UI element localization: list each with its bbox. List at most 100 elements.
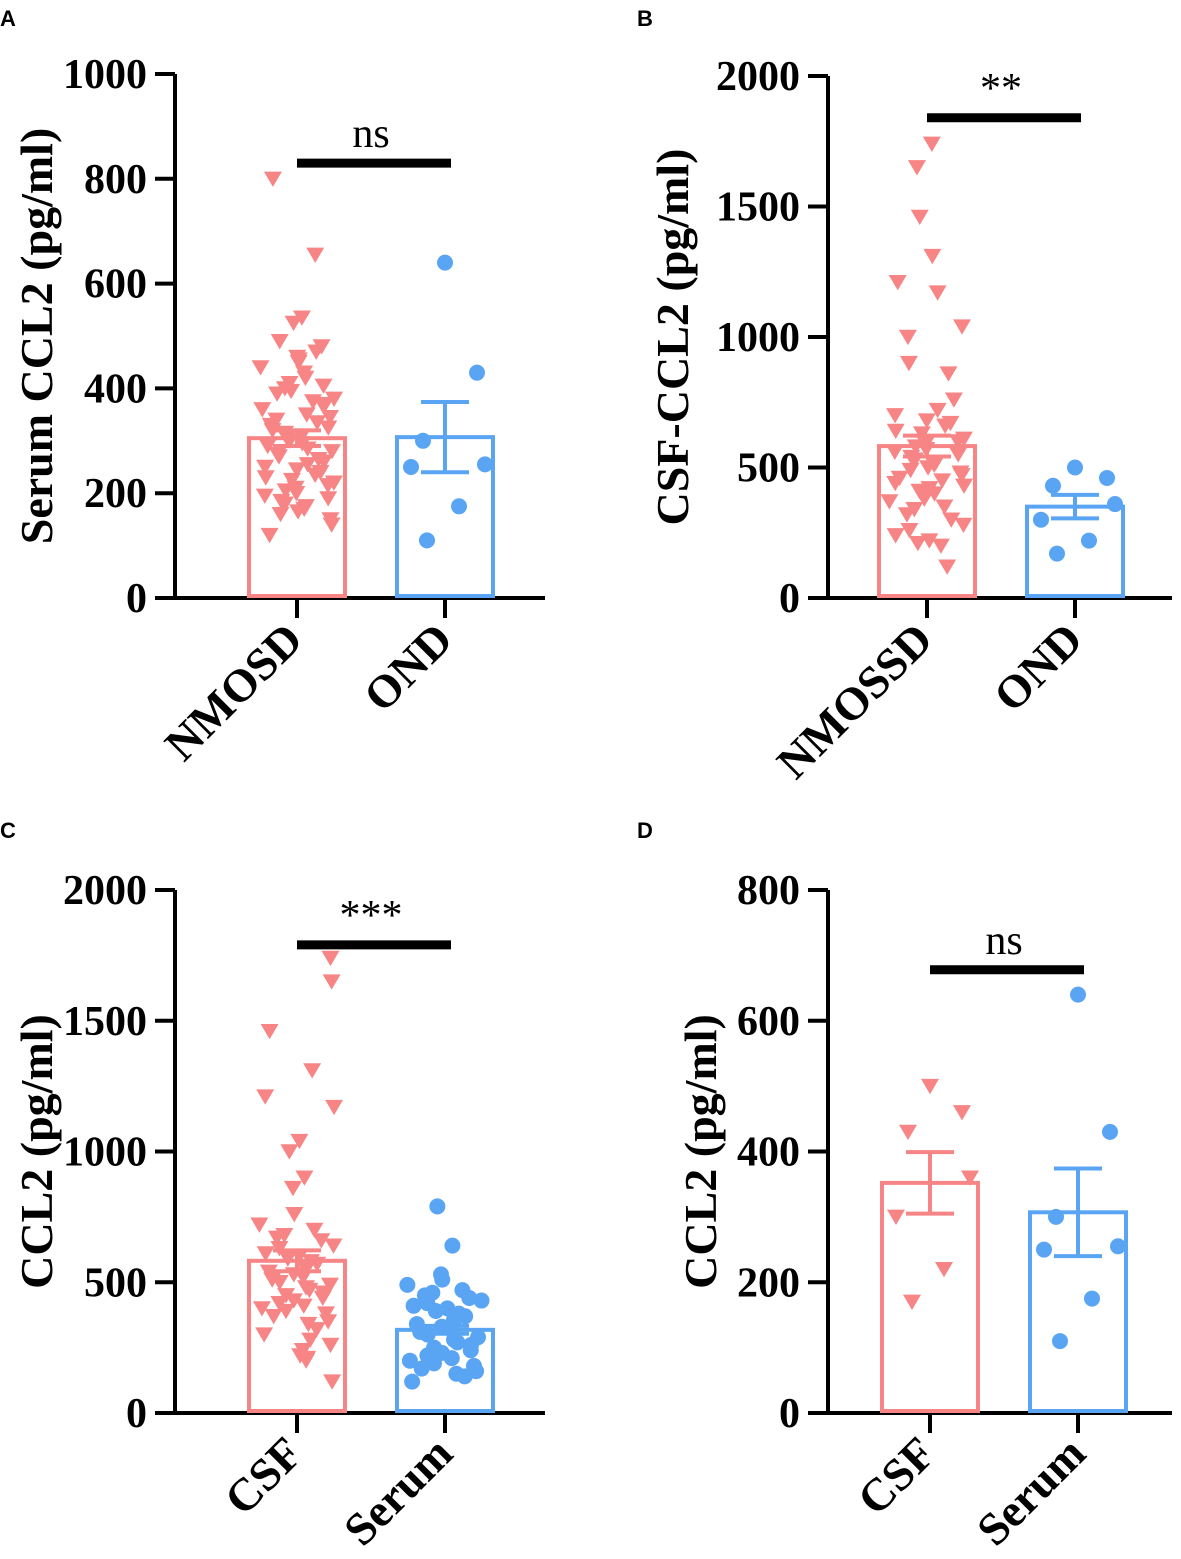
y-axis-label: Serum CCL2 (pg/ml) xyxy=(11,128,62,545)
data-point xyxy=(270,1275,289,1291)
data-point xyxy=(919,460,938,476)
data-point xyxy=(404,1373,421,1390)
data-point xyxy=(901,462,920,479)
data-point xyxy=(954,517,973,534)
data-point xyxy=(921,1078,939,1095)
data-point xyxy=(903,1294,921,1310)
data-point xyxy=(910,209,929,226)
data-point xyxy=(923,248,942,265)
y-tick-label: 800 xyxy=(84,157,147,203)
data-point xyxy=(282,472,301,489)
category-label-nmosd: NMOSD xyxy=(155,613,312,770)
data-point xyxy=(917,413,936,429)
data-point xyxy=(456,1368,473,1385)
data-point xyxy=(1084,1290,1100,1307)
data-point xyxy=(322,974,341,990)
category-label-nmossd: NMOSSD xyxy=(767,613,942,788)
data-point xyxy=(313,1290,332,1307)
data-point xyxy=(886,475,905,492)
data-point xyxy=(900,522,919,539)
data-point xyxy=(319,1314,338,1330)
category-label-ond: OND xyxy=(984,613,1092,721)
data-point xyxy=(259,1264,278,1280)
y-axis-label: CSF-CCL2 (pg/ml) xyxy=(647,149,698,526)
data-point xyxy=(922,136,941,152)
y-tick-label: 0 xyxy=(126,576,147,622)
data-point xyxy=(886,423,905,440)
panel-letter: D xyxy=(637,818,653,843)
data-point xyxy=(299,1316,318,1333)
data-point xyxy=(953,319,972,335)
panel-letter: C xyxy=(0,818,16,843)
data-point xyxy=(944,392,963,408)
data-point xyxy=(297,407,316,423)
category-label-ond: OND xyxy=(354,613,462,721)
y-tick-label: 0 xyxy=(779,1391,800,1437)
data-point xyxy=(1102,1123,1118,1140)
data-point xyxy=(298,457,317,473)
data-point xyxy=(263,171,282,187)
data-point xyxy=(316,1306,335,1322)
category-label-serum: Serum xyxy=(967,1427,1095,1555)
y-tick-label: 1500 xyxy=(716,185,800,231)
y-tick-label: 0 xyxy=(779,576,800,622)
data-point xyxy=(325,391,344,407)
data-point xyxy=(292,310,311,326)
data-point xyxy=(314,399,333,415)
data-point xyxy=(1045,477,1061,494)
data-point xyxy=(324,1238,343,1254)
data-point xyxy=(1052,1333,1068,1350)
y-tick-label: 2000 xyxy=(63,868,147,914)
data-point xyxy=(296,370,315,387)
data-point xyxy=(907,160,926,176)
data-point xyxy=(306,467,325,483)
y-tick-label: 500 xyxy=(84,1260,147,1306)
data-point xyxy=(308,415,327,431)
data-point xyxy=(1110,1238,1126,1255)
data-point xyxy=(312,1233,331,1249)
data-point xyxy=(928,402,947,419)
data-point xyxy=(287,462,306,478)
data-point xyxy=(403,459,419,475)
data-point xyxy=(886,408,905,424)
significance-label: ** xyxy=(980,66,1022,112)
data-point xyxy=(280,1144,299,1160)
data-point xyxy=(314,378,333,394)
data-point xyxy=(1070,986,1086,1003)
y-tick-label: 1000 xyxy=(63,1130,147,1176)
data-point xyxy=(437,254,453,271)
data-point xyxy=(307,1322,326,1338)
data-point xyxy=(253,402,272,418)
panel-letter: A xyxy=(0,6,16,31)
category-label-csf: CSF xyxy=(215,1427,313,1525)
data-point xyxy=(1081,532,1097,549)
y-tick-label: 0 xyxy=(126,1391,147,1437)
data-point xyxy=(1049,545,1065,562)
data-point xyxy=(955,478,974,494)
data-point xyxy=(948,434,967,450)
data-point xyxy=(399,1276,416,1293)
data-point xyxy=(885,444,904,460)
data-point xyxy=(301,1332,320,1348)
data-point xyxy=(260,527,279,544)
data-point xyxy=(1107,496,1123,513)
data-point xyxy=(444,1237,461,1254)
y-axis-label: CCL2 (pg/ml) xyxy=(675,1014,726,1289)
data-point xyxy=(413,1360,430,1377)
data-point xyxy=(897,507,916,523)
data-point xyxy=(887,1209,905,1225)
data-point xyxy=(401,1352,418,1369)
data-point xyxy=(270,334,289,350)
data-point xyxy=(294,1269,313,1286)
data-point xyxy=(290,1133,309,1150)
data-point xyxy=(250,1217,269,1233)
data-point xyxy=(469,364,485,381)
data-point xyxy=(942,512,961,528)
data-point xyxy=(880,494,899,510)
significance-label: ns xyxy=(352,111,389,157)
panel-d: D 0 200 400 600 800 CCL2 (pg/ml) CSF Serum ns xyxy=(637,818,1172,1555)
data-point xyxy=(1036,1241,1052,1258)
panel-c: C 0 500 1000 1500 2000 CCL2 (pg/ml) CSF Serum *** xyxy=(0,818,545,1555)
data-point xyxy=(931,538,950,554)
data-point xyxy=(306,247,325,263)
